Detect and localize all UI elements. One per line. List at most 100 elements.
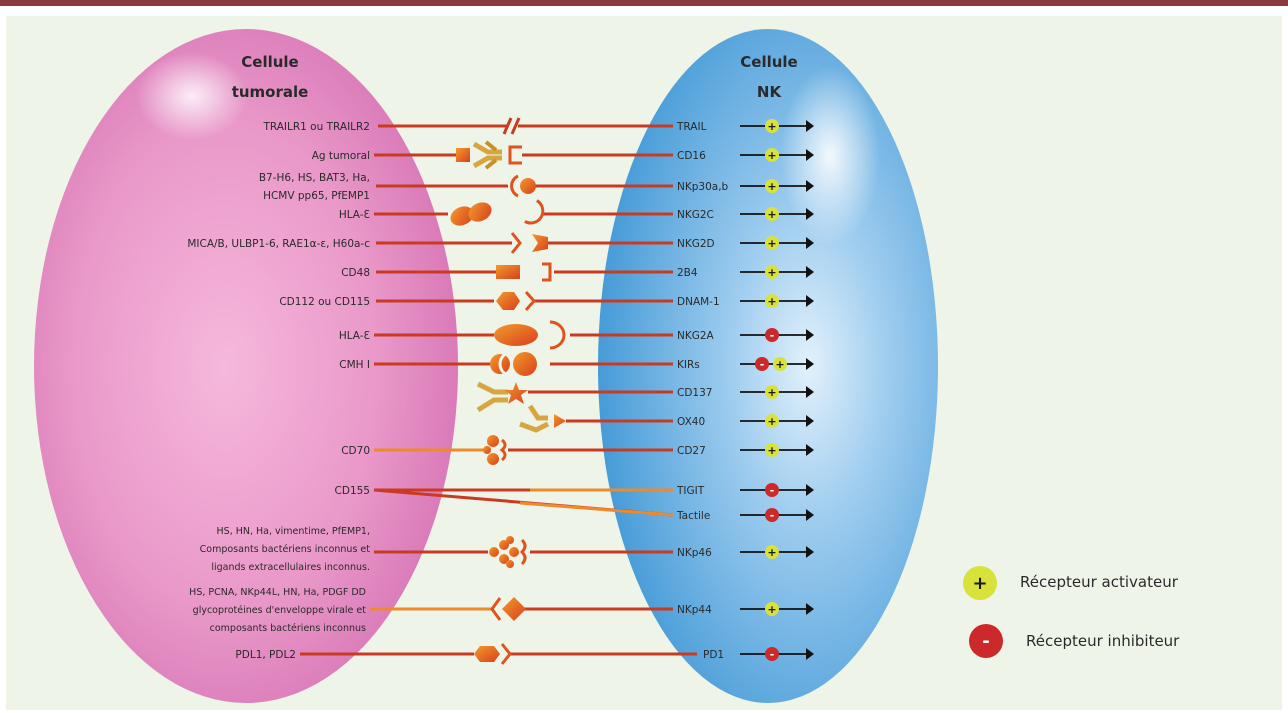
signal-arrow-head (806, 295, 814, 307)
activator-badge (765, 294, 779, 308)
signal-arrow-head (806, 444, 814, 456)
sign-label: + (775, 358, 784, 371)
receptor-label: NKG2C (677, 209, 714, 221)
receptor-label: NKp46 (677, 547, 712, 559)
tumor-cell (34, 29, 458, 703)
signal-arrow-head (806, 149, 814, 161)
receptor-label: NKp44 (677, 604, 712, 616)
kirs-shapes-icon (490, 350, 537, 378)
receptor-label: PD1 (703, 649, 724, 661)
signal-arrow-head (806, 237, 814, 249)
signal-arrow-head (806, 329, 814, 341)
interaction-lines (300, 124, 697, 656)
signal-arrow-head (806, 415, 814, 427)
activator-badge (765, 179, 779, 193)
ligand-label: HLA-Ɛ (339, 330, 370, 342)
receptor-label: NKp30a,b (677, 181, 729, 193)
receptor-label: OX40 (677, 416, 705, 428)
ligand-label: CMH I (339, 359, 370, 371)
nk-cell-title-line2: NK (757, 83, 783, 101)
legend: + Récepteur activateur - Récepteur inhib… (963, 566, 1180, 658)
signal-arrow-head (806, 208, 814, 220)
sign-label: + (767, 149, 776, 162)
legend-activator-sign: + (972, 573, 987, 594)
top-bar (0, 0, 1288, 6)
signal-arrow-head (806, 484, 814, 496)
receptor-label: CD27 (677, 445, 706, 457)
ligand-label: glycoprotéines d'enveloppe virale et (193, 605, 367, 616)
activator-badge (765, 119, 779, 133)
nkg2c-shapes-icon (450, 199, 545, 226)
ligand-label: CD70 (341, 445, 370, 457)
sign-label: - (770, 484, 775, 497)
ligand-label: MICA/B, ULBP1-6, RAE1α-ε, H60a-c (187, 238, 370, 250)
ligand-label: CD48 (341, 267, 370, 279)
ox40-shapes-icon (519, 404, 566, 433)
cd137-shapes-icon (476, 381, 528, 413)
sign-label: + (767, 415, 776, 428)
ligand-label: HCMV pp65, PfEMP1 (263, 190, 370, 202)
activator-badge (765, 545, 779, 559)
receptor-label: CD137 (677, 387, 712, 399)
signal-arrows: +++++++-- ++++--++- (740, 119, 814, 661)
receptor-label: 2B4 (677, 267, 698, 279)
ligand-label: Ag tumoral (312, 150, 370, 162)
sign-label: + (767, 386, 776, 399)
2b4-shapes-icon (496, 262, 552, 282)
nkg2d-shapes-icon (510, 232, 548, 254)
receptor-labels: TRAIL CD16 NKp30a,b NKG2C NKG2D 2B4 DNAM… (676, 121, 729, 661)
receptor-label: NKG2D (677, 238, 715, 250)
activator-badge (765, 207, 779, 221)
sign-label: + (767, 444, 776, 457)
legend-activator-label: Récepteur activateur (1020, 573, 1179, 591)
sign-label: - (770, 329, 775, 342)
inhibitor-badge (765, 328, 779, 342)
trail-break-icon (502, 117, 521, 135)
nkp44-shapes-icon (490, 597, 526, 621)
sign-label: + (767, 266, 776, 279)
antibody-cd16-icon (456, 140, 522, 170)
sign-label: + (767, 120, 776, 133)
signal-arrow-head (806, 386, 814, 398)
sign-label: - (770, 509, 775, 522)
signal-arrow-head (806, 648, 814, 660)
activator-badge (765, 265, 779, 279)
activator-badge (773, 357, 787, 371)
inhibitor-badge (765, 508, 779, 522)
signal-arrow-head (806, 358, 814, 370)
signal-arrow-head (806, 180, 814, 192)
dnam1-shapes-icon (496, 291, 537, 311)
signal-arrow-head (806, 509, 814, 521)
sign-label: + (767, 603, 776, 616)
signal-arrow-head (806, 546, 814, 558)
signal-arrow-head (806, 120, 814, 132)
interaction-shapes (450, 117, 566, 665)
signal-arrow-head (806, 603, 814, 615)
inhibitor-badge (765, 483, 779, 497)
ligand-labels: TRAILR1 ou TRAILR2 Ag tumoral B7-H6, HS,… (187, 121, 370, 661)
tumor-cell-title-line1: Cellule (241, 53, 298, 71)
nkp46-shapes-icon (489, 536, 527, 568)
nkg2a-shapes-icon (494, 320, 566, 350)
sign-label: + (767, 546, 776, 559)
activator-badge (765, 385, 779, 399)
receptor-label: KIRs (677, 359, 700, 371)
nk-cell-title-line1: Cellule (740, 53, 797, 71)
sign-label: - (760, 358, 765, 371)
inhibitor-badge (755, 357, 769, 371)
receptor-label: NKG2A (677, 330, 715, 342)
ligand-label: CD112 ou CD115 (279, 296, 370, 308)
activator-badge (765, 602, 779, 616)
signal-arrow-head (806, 266, 814, 278)
ligand-label: ligands extracellulaires inconnus. (211, 562, 370, 573)
sign-label: + (767, 237, 776, 250)
activator-badge (765, 443, 779, 457)
receptor-label: CD16 (677, 150, 706, 162)
tumor-cell-title-line2: tumorale (232, 83, 309, 101)
activator-badge (765, 148, 779, 162)
ligand-label: Composants bactériens inconnus et (200, 544, 371, 555)
legend-inhibitor-label: Récepteur inhibiteur (1026, 632, 1180, 650)
sign-label: - (770, 648, 775, 661)
ligand-label: HS, HN, Ha, vimentime, PfEMP1, (217, 526, 370, 537)
